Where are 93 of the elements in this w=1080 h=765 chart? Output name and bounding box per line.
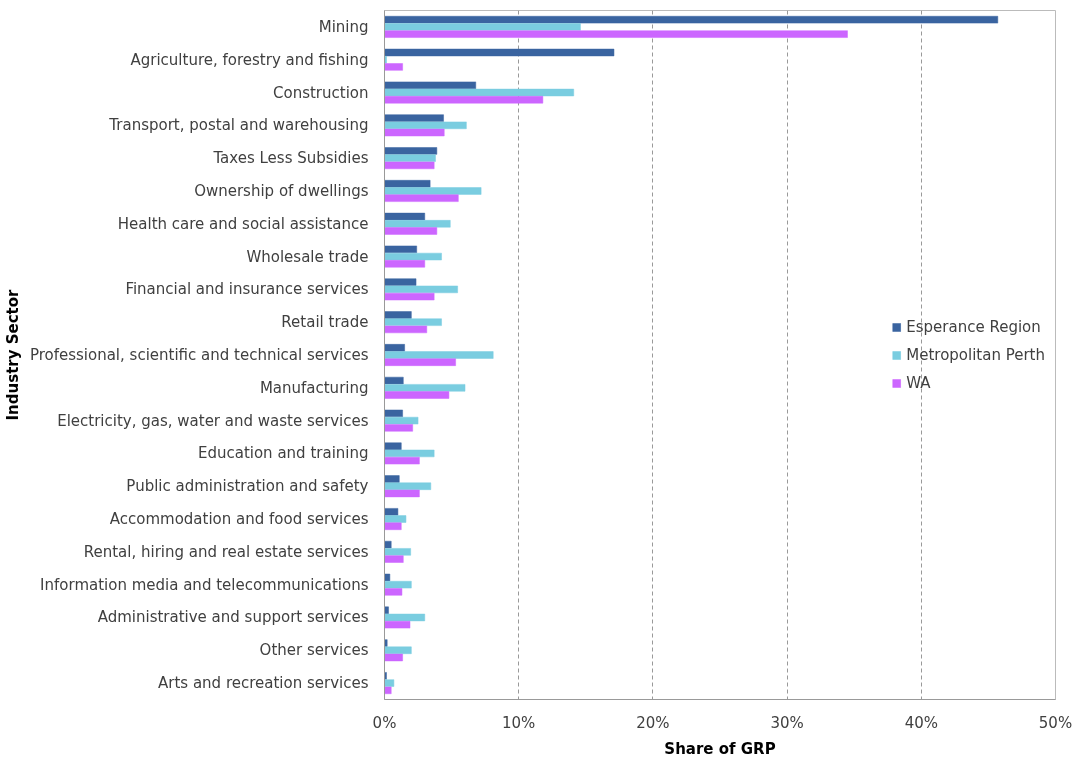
bar [384,679,395,687]
legend-label: Metropolitan Perth [906,345,1045,364]
bar [384,121,467,130]
bar [384,449,435,458]
x-tick-label: 0% [372,713,397,732]
bar [384,187,482,195]
bar [384,96,544,104]
y-tick-label: Retail trade [281,313,369,332]
bar [384,311,412,319]
x-tick-label: 20% [636,713,670,732]
y-tick-label: Taxes Less Subsidies [212,149,369,168]
bar [384,475,400,483]
bar [384,220,451,228]
y-tick-label: Accommodation and food services [109,510,369,529]
bar [384,555,404,563]
bar [384,252,442,261]
bar [384,508,399,516]
bar [384,613,426,622]
x-tick-label: 40% [904,713,938,732]
y-tick-label: Education and training [197,444,369,463]
y-tick-label: Agriculture, forestry and fishing [130,50,369,69]
bar [384,515,407,523]
bar [384,522,402,530]
bar [384,260,426,268]
legend-label: WA [906,373,931,392]
bar [384,442,402,450]
bar [384,384,466,392]
bar [384,409,403,418]
y-tick-label: Manufacturing [259,378,369,397]
y-tick-label: Health care and social assistance [117,214,369,233]
bar [384,489,420,498]
bar [384,653,403,662]
bar [384,194,459,202]
bar [384,63,403,71]
bar [384,686,392,694]
bar [384,161,435,170]
x-tick-label: 50% [1038,713,1073,732]
bar [384,180,431,188]
bar [384,588,403,596]
bar [384,154,436,162]
bar [384,391,450,399]
bar [384,351,494,359]
bar [384,245,417,254]
bar [384,23,581,31]
bar [384,376,404,385]
bar [384,639,388,647]
legend-label: Esperance Region [906,317,1041,336]
bar [384,48,615,57]
bar [384,292,435,301]
bar [384,88,574,97]
bar [384,482,432,490]
bar [384,580,412,589]
y-tick-label: Wholesale trade [246,247,369,266]
bar [384,646,412,654]
bar [384,147,438,155]
bar [384,212,426,221]
bar [384,81,477,89]
bar [384,325,428,334]
y-tick-label: Public administration and safety [126,477,369,496]
x-tick-label: 30% [770,713,804,732]
bar [384,30,848,38]
y-tick-label: Electricity, gas, water and waste services [57,411,369,430]
y-tick-label: Ownership of dwellings [194,181,369,200]
y-tick-label: Arts and recreation services [158,674,369,693]
bar [384,573,391,582]
y-tick-label: Mining [318,17,369,36]
bar [384,424,413,432]
bar [384,285,458,294]
y-tick-label: Administrative and support services [97,608,369,627]
bar [384,114,444,122]
bar [384,456,420,465]
bar [384,548,411,556]
y-tick-label: Construction [272,83,369,102]
bar [384,606,389,614]
bar [384,318,442,326]
bar [384,16,999,24]
x-tick-label: 10% [502,713,536,732]
bar [384,540,392,549]
bar [384,358,456,366]
bar [384,416,419,425]
bar [384,344,405,352]
y-tick-label: Information media and telecommunications [40,575,369,594]
bar [384,621,411,629]
y-tick-label: Financial and insurance services [125,280,369,299]
y-tick-label: Transport, postal and warehousing [108,116,369,135]
y-tick-label: Rental, hiring and real estate services [83,542,369,561]
bar [384,278,417,286]
y-tick-label: Other services [259,641,369,660]
bar [384,227,438,235]
x-axis-title: Share of GRP [664,739,776,758]
y-tick-label: Professional, scientific and technical services [29,346,369,364]
bar [384,128,445,137]
y-axis-title: Industry Sector [3,288,22,421]
